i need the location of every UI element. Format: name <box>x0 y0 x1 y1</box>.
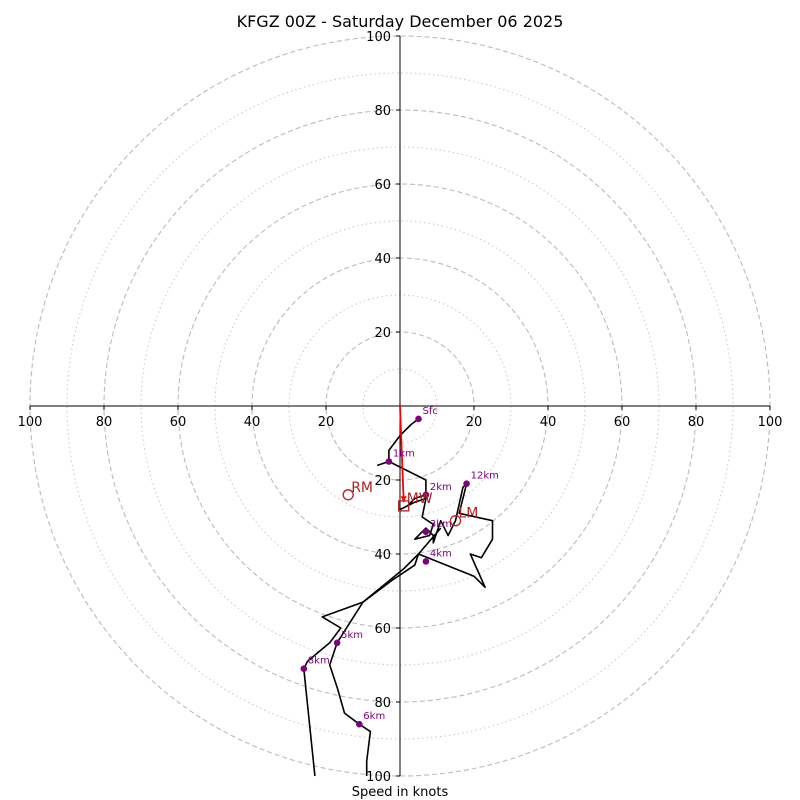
storm-motion-label: MW <box>407 491 433 507</box>
hodograph-traces <box>302 405 494 777</box>
x-axis-label: Speed in knots <box>352 785 449 800</box>
chart-title: KFGZ 00Z - Saturday December 06 2025 <box>237 12 564 31</box>
x-tick-label: 40 <box>244 415 261 430</box>
height-marker <box>415 415 422 423</box>
x-tick-label: 20 <box>318 415 335 430</box>
y-tick-label: 20 <box>374 326 391 341</box>
x-tick-label: 20 <box>466 415 483 430</box>
height-marker <box>463 480 470 488</box>
height-marker-label: 4km <box>430 548 452 559</box>
storm-motion-markers: RM LM MW <box>342 480 479 527</box>
storm-motion-label: LM <box>459 506 479 522</box>
y-tick-label: 60 <box>374 622 391 637</box>
height-marker-label: 2km <box>430 482 452 493</box>
tick-labels: 100 80 60 40 20 20 40 60 80 100 20 40 60 80 100 20 40 60 8… <box>18 30 783 785</box>
height-marker-label: 5km <box>341 630 363 641</box>
y-tick-label: 40 <box>374 252 391 267</box>
height-marker-label: 8km <box>308 656 330 667</box>
hodograph-line <box>302 418 494 777</box>
x-tick-label: 40 <box>540 415 557 430</box>
y-tick-label: 80 <box>374 696 391 711</box>
y-tick-label: 100 <box>366 770 391 785</box>
height-marker-label: 6km <box>363 711 385 722</box>
x-tick-label: 60 <box>614 415 631 430</box>
x-tick-label: 100 <box>758 415 783 430</box>
x-tick-label: 80 <box>96 415 113 430</box>
height-marker-label: Sfc <box>423 406 438 417</box>
height-marker-label: 12km <box>471 471 499 482</box>
storm-motion-marker <box>398 500 410 512</box>
y-tick-label: 60 <box>374 178 391 193</box>
y-tick-label: 40 <box>374 548 391 563</box>
height-marker <box>356 720 363 728</box>
height-marker <box>422 558 430 565</box>
height-marker <box>422 491 430 499</box>
storm-motion-marker <box>449 515 462 527</box>
height-marker <box>422 528 430 536</box>
height-markers: Sfc 1km 2km 3km 4km 5km 6km 8km 12km <box>300 406 499 728</box>
x-tick-label: 100 <box>18 415 43 430</box>
hodograph-line-segment <box>328 527 442 776</box>
y-tick-label: 100 <box>366 30 391 45</box>
height-marker-label: 1km <box>393 449 415 460</box>
storm-motion-marker <box>342 489 354 501</box>
height-marker-label: 3km <box>430 519 452 530</box>
height-marker <box>333 639 341 647</box>
y-tick-label: 80 <box>374 104 391 119</box>
storm-motion-label: RM <box>351 480 373 496</box>
x-tick-label: 60 <box>170 415 187 430</box>
x-tick-label: 80 <box>688 415 705 430</box>
y-tick-label: 20 <box>374 474 391 489</box>
height-marker <box>385 458 393 465</box>
shear-vector-line <box>399 405 405 503</box>
height-marker <box>300 665 308 672</box>
shear-vector-arrowhead <box>400 496 407 503</box>
